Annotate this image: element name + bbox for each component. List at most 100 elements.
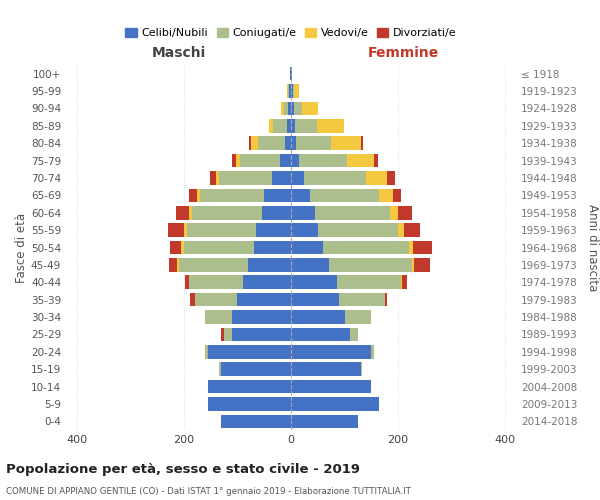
Bar: [291, 258, 329, 272]
Bar: [232, 154, 236, 168]
Bar: [366, 171, 388, 185]
Bar: [232, 328, 291, 341]
Bar: [177, 258, 179, 272]
Bar: [291, 84, 293, 98]
Bar: [269, 119, 274, 132]
Bar: [291, 188, 310, 202]
Bar: [413, 240, 432, 254]
Bar: [184, 224, 187, 237]
Bar: [179, 258, 248, 272]
Bar: [291, 414, 358, 428]
Bar: [379, 188, 393, 202]
Bar: [404, 224, 419, 237]
Bar: [216, 171, 218, 185]
Bar: [248, 136, 251, 150]
Bar: [200, 188, 264, 202]
Bar: [291, 154, 299, 168]
Bar: [272, 171, 291, 185]
Bar: [337, 276, 401, 289]
Bar: [205, 345, 208, 358]
Bar: [240, 154, 280, 168]
Bar: [262, 206, 291, 220]
Bar: [218, 171, 272, 185]
Bar: [401, 276, 403, 289]
Bar: [291, 67, 292, 80]
Bar: [238, 293, 291, 306]
Bar: [192, 206, 262, 220]
Bar: [291, 397, 379, 410]
Bar: [176, 206, 189, 220]
Bar: [184, 240, 254, 254]
Bar: [412, 258, 414, 272]
Text: COMUNE DI APPIANO GENTILE (CO) - Dati ISTAT 1° gennaio 2019 - Elaborazione TUTTI: COMUNE DI APPIANO GENTILE (CO) - Dati IS…: [6, 488, 411, 496]
Bar: [291, 276, 337, 289]
Bar: [218, 362, 221, 376]
Bar: [256, 224, 291, 237]
Bar: [181, 240, 184, 254]
Bar: [232, 310, 291, 324]
Bar: [224, 328, 232, 341]
Bar: [281, 102, 284, 115]
Bar: [350, 328, 358, 341]
Bar: [251, 136, 258, 150]
Bar: [291, 328, 350, 341]
Bar: [347, 154, 374, 168]
Bar: [291, 224, 318, 237]
Bar: [291, 362, 361, 376]
Bar: [287, 119, 291, 132]
Bar: [274, 119, 287, 132]
Bar: [243, 276, 291, 289]
Bar: [294, 84, 299, 98]
Bar: [280, 154, 291, 168]
Bar: [291, 380, 371, 394]
Text: Maschi: Maschi: [151, 46, 206, 60]
Bar: [329, 258, 412, 272]
Bar: [221, 414, 291, 428]
Bar: [205, 310, 232, 324]
Bar: [371, 345, 374, 358]
Bar: [248, 258, 291, 272]
Bar: [284, 136, 291, 150]
Bar: [189, 188, 197, 202]
Bar: [318, 224, 398, 237]
Bar: [390, 206, 398, 220]
Bar: [414, 258, 430, 272]
Bar: [291, 206, 315, 220]
Bar: [258, 136, 284, 150]
Bar: [317, 119, 343, 132]
Bar: [236, 154, 240, 168]
Bar: [221, 362, 291, 376]
Bar: [398, 206, 412, 220]
Bar: [393, 188, 401, 202]
Bar: [361, 362, 362, 376]
Bar: [331, 136, 361, 150]
Bar: [339, 293, 385, 306]
Bar: [293, 102, 302, 115]
Bar: [291, 293, 339, 306]
Bar: [398, 224, 404, 237]
Bar: [374, 154, 379, 168]
Bar: [291, 310, 344, 324]
Bar: [190, 293, 194, 306]
Bar: [302, 102, 318, 115]
Bar: [208, 380, 291, 394]
Bar: [221, 328, 224, 341]
Y-axis label: Anni di nascita: Anni di nascita: [586, 204, 599, 291]
Bar: [295, 119, 317, 132]
Bar: [296, 136, 331, 150]
Bar: [264, 188, 291, 202]
Bar: [310, 188, 379, 202]
Bar: [291, 119, 295, 132]
Bar: [291, 136, 296, 150]
Text: Femmine: Femmine: [368, 46, 439, 60]
Bar: [169, 258, 177, 272]
Bar: [189, 276, 243, 289]
Bar: [209, 171, 216, 185]
Bar: [254, 240, 291, 254]
Legend: Celibi/Nubili, Coniugati/e, Vedovi/e, Divorziati/e: Celibi/Nubili, Coniugati/e, Vedovi/e, Di…: [121, 23, 461, 43]
Bar: [388, 171, 395, 185]
Bar: [323, 240, 409, 254]
Bar: [170, 240, 181, 254]
Bar: [189, 206, 192, 220]
Bar: [208, 397, 291, 410]
